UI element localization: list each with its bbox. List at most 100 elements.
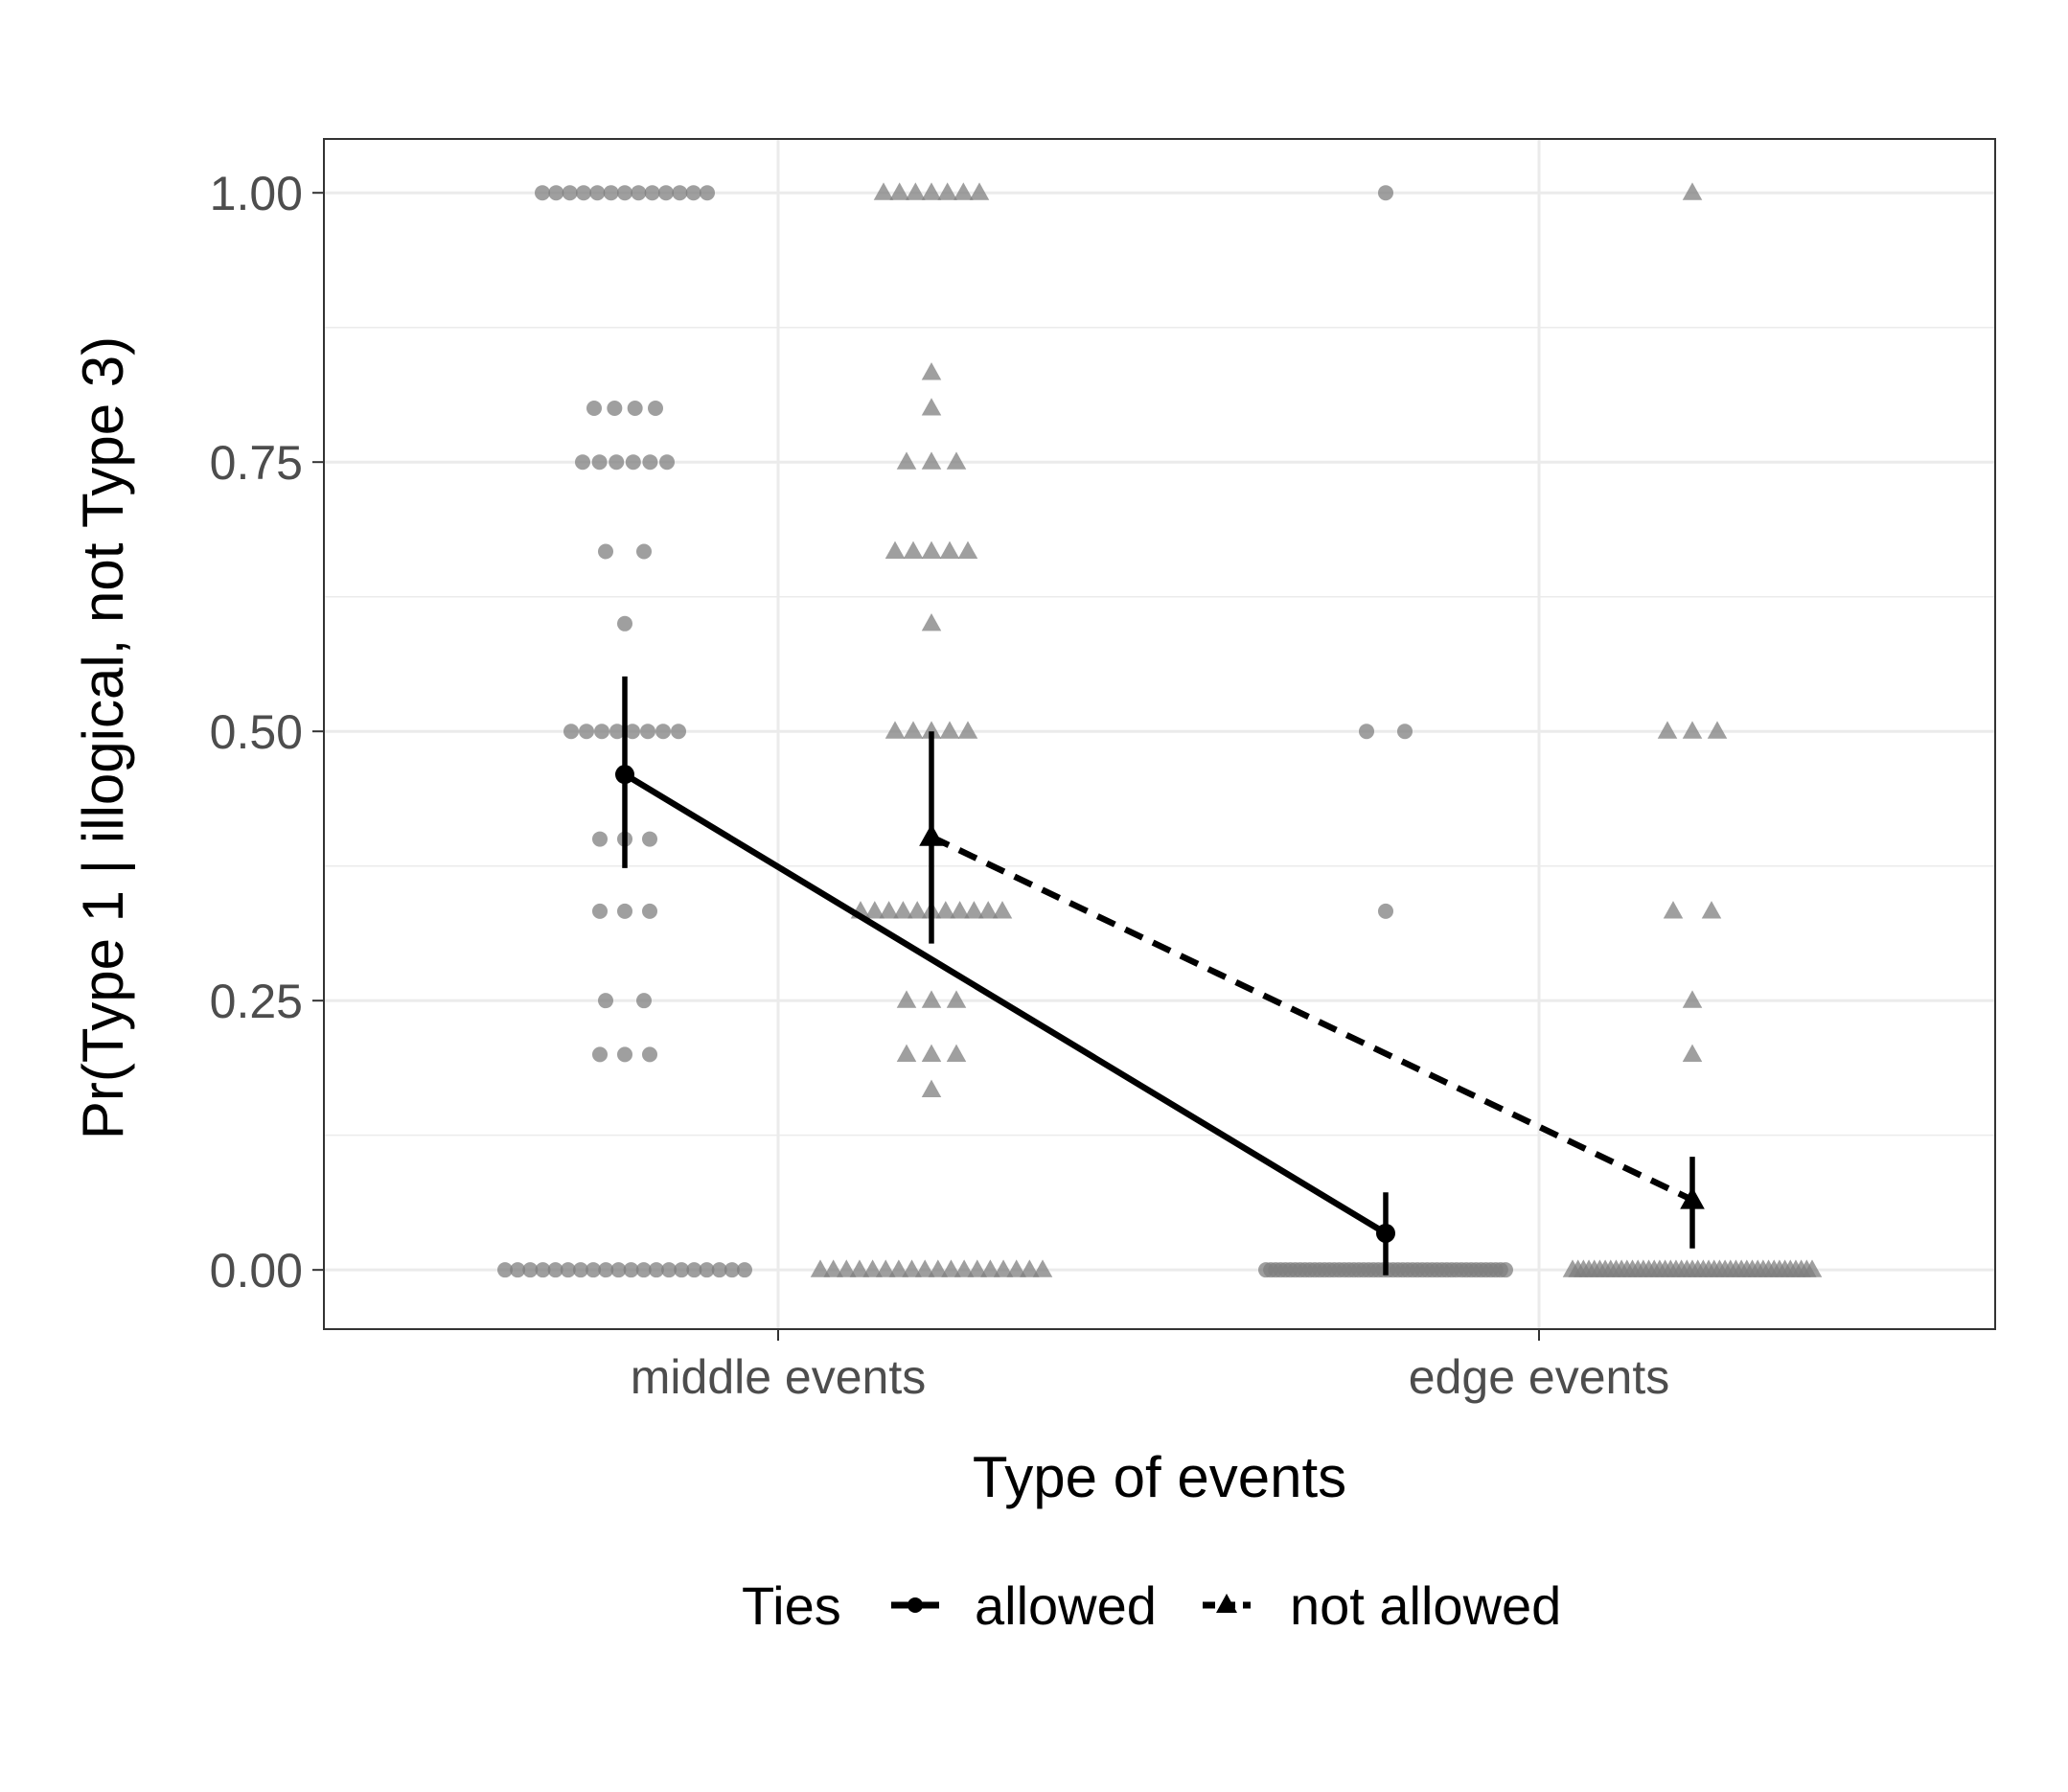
raw-data-point xyxy=(627,400,643,416)
summary-layer xyxy=(615,676,1705,1275)
raw-data-point xyxy=(737,1262,752,1278)
raw-data-point xyxy=(644,185,660,201)
raw-data-point xyxy=(586,1262,602,1278)
raw-data-point xyxy=(603,185,619,201)
raw-data-point xyxy=(837,1259,857,1277)
raw-data-point xyxy=(700,185,715,201)
raw-data-point xyxy=(954,182,974,200)
raw-data-point xyxy=(617,185,632,201)
raw-data-point xyxy=(873,182,894,200)
raw-data-point xyxy=(625,724,640,740)
raw-data-point xyxy=(1032,1259,1053,1277)
raw-data-point xyxy=(1020,1259,1040,1277)
raw-data-point xyxy=(885,540,906,560)
raw-data-point xyxy=(928,1259,949,1277)
raw-data-point xyxy=(1657,721,1678,739)
legend: Ties allowed not allowed xyxy=(742,1575,1561,1636)
raw-data-point xyxy=(1006,1259,1026,1277)
raw-data-point xyxy=(875,1259,896,1277)
legend-title: Ties xyxy=(742,1575,841,1636)
raw-data-point xyxy=(711,1262,727,1278)
raw-data-point xyxy=(1498,1262,1513,1278)
raw-data-point xyxy=(1682,721,1703,739)
raw-data-point xyxy=(914,1259,935,1277)
raw-data-point xyxy=(617,903,632,919)
summary-mean-point xyxy=(1376,1223,1395,1243)
raw-data-point xyxy=(642,903,657,919)
summary-mean-point xyxy=(1680,1186,1705,1209)
raw-data-point xyxy=(862,1259,883,1277)
raw-data-point xyxy=(592,903,608,919)
raw-data-point xyxy=(625,454,641,471)
raw-data-point xyxy=(617,615,632,632)
raw-data-point xyxy=(658,185,674,201)
raw-data-point xyxy=(648,1262,664,1278)
raw-data-point xyxy=(724,1262,740,1278)
raw-data-point xyxy=(598,543,613,560)
raw-data-point xyxy=(576,185,591,201)
raw-data-point xyxy=(921,182,942,200)
raw-data-point xyxy=(575,454,590,471)
raw-data-point xyxy=(547,1262,563,1278)
raw-data-point xyxy=(591,454,608,471)
raw-data-point xyxy=(572,1262,588,1278)
raw-data-point xyxy=(939,721,960,739)
raw-data-point xyxy=(635,1262,652,1278)
raw-data-point xyxy=(893,901,913,919)
raw-points-layer xyxy=(497,182,1823,1278)
legend-label-not-allowed: not allowed xyxy=(1290,1575,1561,1636)
y-tick-label: 0.75 xyxy=(210,436,303,490)
raw-data-point xyxy=(921,1044,942,1062)
raw-data-point xyxy=(661,1262,678,1278)
raw-data-point xyxy=(977,901,999,919)
raw-data-point xyxy=(655,724,671,740)
raw-data-point xyxy=(921,398,942,416)
raw-data-point xyxy=(636,543,652,560)
raw-data-point xyxy=(946,1044,967,1062)
raw-data-point xyxy=(921,721,942,739)
raw-data-point xyxy=(889,182,909,200)
raw-data-point xyxy=(1378,185,1393,201)
raw-data-point xyxy=(921,612,942,632)
legend-key-not-allowed xyxy=(1203,1594,1251,1613)
raw-data-point xyxy=(885,721,906,739)
raw-data-point xyxy=(535,1262,551,1278)
raw-data-point xyxy=(631,185,647,201)
ticks-layer: 0.00 0.25 0.50 0.75 1.00 middle events edge ev… xyxy=(210,167,1670,1404)
raw-data-point xyxy=(903,721,924,739)
raw-data-point xyxy=(921,362,942,380)
legend-key-allowed xyxy=(891,1597,939,1613)
raw-data-point xyxy=(699,1262,715,1278)
raw-data-point xyxy=(640,724,655,740)
raw-data-point xyxy=(671,724,686,740)
raw-data-point xyxy=(823,1259,843,1277)
raw-data-point xyxy=(864,901,885,919)
raw-data-point xyxy=(964,901,984,919)
raw-data-point xyxy=(941,1259,961,1277)
raw-data-point xyxy=(607,400,623,416)
raw-data-point xyxy=(672,185,688,201)
raw-data-point xyxy=(849,1259,870,1277)
raw-data-point xyxy=(896,1044,917,1062)
raw-data-point xyxy=(921,540,942,560)
raw-data-point xyxy=(946,451,967,470)
raw-data-point xyxy=(992,901,1013,919)
raw-data-point xyxy=(598,1262,614,1278)
y-axis-title: Pr(Type 1 | illogical, not Type 3) xyxy=(71,336,135,1139)
raw-data-point xyxy=(921,1079,942,1098)
raw-data-point xyxy=(685,185,701,201)
raw-data-point xyxy=(1707,721,1728,739)
raw-data-point xyxy=(902,1259,922,1277)
raw-data-point xyxy=(1682,182,1703,200)
raw-data-point xyxy=(642,1046,657,1063)
x-tick-label: middle events xyxy=(631,1350,927,1404)
raw-data-point xyxy=(937,182,957,200)
raw-data-point xyxy=(810,1259,831,1277)
raw-data-point xyxy=(967,1259,988,1277)
legend-label-allowed: allowed xyxy=(975,1575,1157,1636)
raw-data-point xyxy=(1397,724,1413,740)
x-tick-label: edge events xyxy=(1409,1350,1669,1404)
raw-data-point xyxy=(598,993,613,1009)
raw-data-point xyxy=(980,1259,1000,1277)
